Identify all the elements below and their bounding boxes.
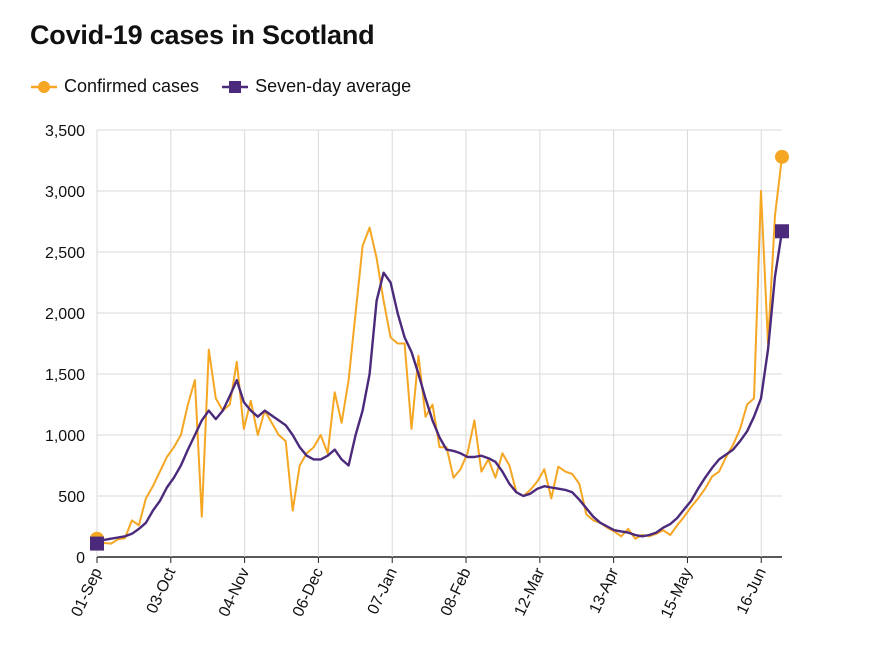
y-tick-label: 2,500: [45, 245, 85, 262]
y-tick-label: 3,500: [45, 123, 85, 140]
y-tick-label: 500: [58, 489, 85, 506]
chart-legend: Confirmed cases Seven-day average: [30, 76, 433, 97]
legend-label-confirmed: Confirmed cases: [64, 76, 200, 96]
confirmed-legend-marker-icon: [31, 80, 57, 93]
legend-item-average: Seven-day average: [221, 76, 411, 97]
confirmed-end-marker: [775, 149, 789, 164]
confirmed-cases-line: [96, 156, 783, 545]
x-tick-label: 15-May: [658, 566, 696, 622]
series-end-markers: [90, 149, 789, 551]
legend-item-confirmed: Confirmed cases: [30, 76, 199, 97]
average-start-marker: [90, 536, 104, 551]
y-axis-ticks: 0 500 1,000 1,500 2,000 2,500 3,000 3,500: [45, 123, 85, 567]
x-tick-label: 04-Nov: [216, 566, 253, 620]
x-tick-label: 13-Apr: [587, 565, 623, 616]
x-tick-label: 16-Jun: [734, 566, 770, 618]
x-tick-label: 03-Oct: [144, 565, 180, 616]
x-tick-label: 07-Jan: [365, 566, 401, 618]
x-tick-label: 06-Dec: [290, 566, 327, 620]
y-tick-label: 1,000: [45, 428, 85, 445]
gridlines: [96, 129, 782, 563]
y-tick-label: 0: [76, 550, 85, 567]
average-end-marker: [775, 224, 789, 239]
x-tick-label: 08-Feb: [438, 565, 475, 618]
seven-day-average-line: [96, 231, 784, 545]
average-legend-marker-icon: [222, 80, 249, 93]
chart-title: Covid-19 cases in Scotland: [30, 20, 375, 50]
x-tick-label: 12-Mar: [512, 565, 549, 619]
x-tick-label: 01-Sep: [68, 565, 105, 619]
y-tick-label: 1,500: [45, 367, 85, 384]
y-tick-label: 3,000: [45, 184, 85, 201]
series-lines: [96, 156, 784, 545]
x-axis-ticks: 01-Sep 03-Oct 04-Nov 06-Dec 07-Jan 08-Feb 12-M…: [68, 565, 769, 621]
y-tick-label: 2,000: [45, 306, 85, 323]
legend-label-average: Seven-day average: [255, 76, 412, 96]
